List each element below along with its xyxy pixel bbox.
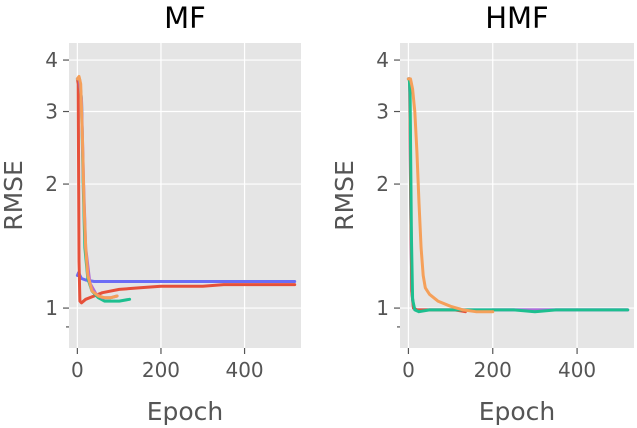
mf-panel: 0 200 400 1 2 3 4 MF Epoch RMSE xyxy=(0,1,301,426)
x-tick-label: 0 xyxy=(71,358,84,382)
y-tick-label: 1 xyxy=(376,296,389,320)
x-axis-label: Epoch xyxy=(147,397,224,426)
y-tick-label: 4 xyxy=(376,48,389,72)
x-tick-label: 0 xyxy=(402,358,415,382)
x-tick-label: 200 xyxy=(474,358,512,382)
y-tick-label: 1 xyxy=(45,296,58,320)
y-tick-label: 4 xyxy=(45,48,58,72)
y-tick-label: 2 xyxy=(376,172,389,196)
series-line-1 xyxy=(75,77,297,305)
series-line-4 xyxy=(75,74,119,300)
x-axis-label: Epoch xyxy=(479,397,556,426)
x-tick-label: 200 xyxy=(142,358,180,382)
y-tick-label: 3 xyxy=(376,100,389,124)
series-line-0 xyxy=(75,271,297,283)
chart-title: MF xyxy=(164,1,206,35)
y-tick-label: 2 xyxy=(45,172,58,196)
y-tick-label: 3 xyxy=(45,100,58,124)
x-tick-label: 400 xyxy=(558,358,596,382)
chart-title: HMF xyxy=(485,1,549,35)
x-tick-label: 400 xyxy=(225,358,263,382)
hmf-panel: 0 200 400 1 2 3 4 HMF Epoch RMSE xyxy=(330,1,634,426)
series-line-4 xyxy=(406,77,495,314)
plot-area xyxy=(400,43,634,348)
y-axis-label: RMSE xyxy=(0,160,28,231)
y-axis-label: RMSE xyxy=(330,160,359,231)
